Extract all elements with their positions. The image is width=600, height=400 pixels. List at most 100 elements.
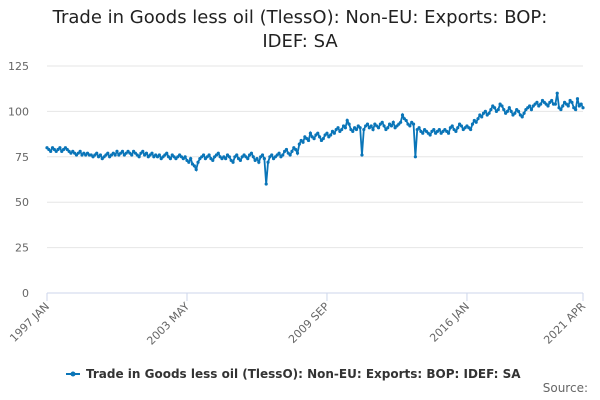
- point: [376, 126, 381, 130]
- point: [98, 153, 103, 157]
- point: [496, 107, 500, 112]
- point: [487, 111, 491, 115]
- point: [216, 151, 220, 155]
- x-tick-label: 2003 MAY: [144, 300, 192, 348]
- point: [246, 157, 250, 161]
- point: [306, 138, 311, 143]
- x-tick-label: 2016 JAN: [427, 300, 472, 345]
- point: [207, 153, 211, 157]
- point: [469, 127, 473, 132]
- point: [224, 157, 228, 161]
- point: [404, 118, 408, 123]
- point: [130, 153, 134, 157]
- point: [450, 124, 454, 128]
- point: [365, 122, 370, 126]
- point: [231, 160, 235, 164]
- y-tick-label: 125: [8, 60, 29, 73]
- point: [343, 126, 347, 130]
- x-tick-label: 1997 JAN: [7, 300, 52, 345]
- point: [281, 153, 285, 157]
- point: [550, 98, 554, 103]
- point: [264, 182, 268, 186]
- point: [251, 155, 255, 159]
- point: [362, 127, 366, 132]
- point: [535, 100, 539, 104]
- point: [527, 104, 532, 108]
- point: [437, 127, 441, 132]
- point: [428, 133, 432, 137]
- y-tick-label: 75: [15, 151, 29, 164]
- x-tick-label: 2021 APR: [541, 300, 588, 347]
- point: [575, 97, 580, 101]
- point: [574, 107, 578, 112]
- legend-marker: [70, 371, 76, 377]
- point: [321, 137, 325, 141]
- point: [183, 155, 187, 159]
- point: [312, 137, 316, 141]
- point: [502, 107, 506, 112]
- point: [329, 133, 333, 137]
- point: [137, 155, 141, 159]
- point: [382, 124, 386, 128]
- point: [505, 109, 510, 113]
- point: [227, 155, 231, 159]
- point: [347, 122, 351, 126]
- point: [566, 104, 570, 108]
- point: [371, 127, 375, 132]
- point: [277, 151, 281, 155]
- point: [559, 107, 563, 112]
- point: [340, 127, 344, 132]
- point: [360, 153, 364, 157]
- point: [489, 107, 493, 112]
- point: [399, 120, 403, 124]
- point: [325, 131, 329, 135]
- point: [150, 151, 154, 155]
- point: [266, 160, 270, 164]
- point: [144, 151, 149, 155]
- point: [400, 113, 405, 117]
- point: [284, 147, 289, 152]
- y-tick-label: 0: [22, 287, 29, 300]
- point: [413, 155, 417, 159]
- point: [391, 120, 395, 124]
- point: [141, 149, 145, 153]
- point: [189, 157, 193, 161]
- chart-title: Trade in Goods less oil (TlessO): Non-EU…: [52, 7, 548, 52]
- point: [408, 124, 412, 128]
- point: [411, 122, 416, 126]
- point: [369, 124, 373, 128]
- point: [570, 100, 574, 104]
- point: [297, 142, 301, 146]
- point: [513, 111, 517, 115]
- source: Source:: [543, 381, 588, 395]
- point: [295, 151, 300, 155]
- point: [257, 160, 261, 164]
- point: [454, 129, 458, 133]
- point: [470, 122, 475, 126]
- point: [192, 164, 196, 168]
- point: [211, 158, 215, 163]
- point: [308, 131, 312, 135]
- point: [459, 124, 464, 128]
- point: [196, 160, 200, 164]
- point: [115, 149, 119, 153]
- point: [316, 131, 320, 135]
- point: [446, 131, 451, 135]
- point: [270, 153, 274, 157]
- point: [260, 153, 265, 157]
- point: [581, 106, 585, 110]
- point: [249, 151, 254, 155]
- point: [49, 149, 53, 153]
- point: [476, 117, 480, 121]
- point: [165, 151, 169, 155]
- point: [456, 126, 460, 130]
- point: [474, 120, 478, 124]
- point: [336, 126, 340, 130]
- point: [561, 104, 565, 108]
- point: [301, 140, 305, 144]
- point: [113, 153, 117, 157]
- point: [78, 149, 82, 153]
- point: [290, 149, 294, 153]
- point: [553, 102, 557, 106]
